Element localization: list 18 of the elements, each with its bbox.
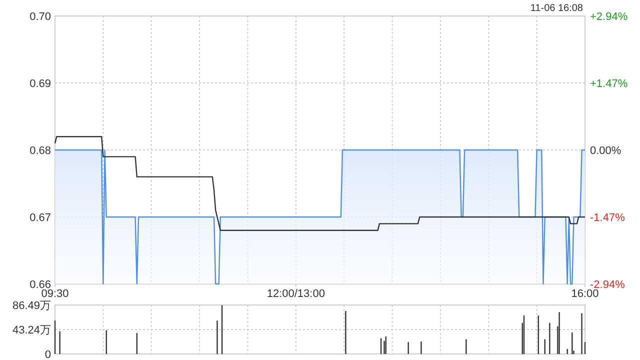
text: 11-06 16:08 (530, 3, 584, 14)
x-tick-label: 12:00/13:00 (266, 288, 325, 300)
y-tick-label: 86.49万 (12, 300, 51, 312)
y-tick-label: 0.70 (30, 11, 51, 23)
y2-tick-label: +2.94% (590, 11, 628, 23)
y2-tick-label: -1.47% (590, 212, 626, 224)
y-tick-label: 0.68 (30, 145, 51, 157)
y2-tick-label: +1.47% (590, 78, 628, 90)
y-tick-label: 0.66 (30, 279, 51, 291)
y-tick-label: 43.24万 (12, 324, 51, 337)
y-tick-label: 0.67 (30, 212, 51, 224)
y-tick-label: 0.69 (30, 78, 51, 90)
y2-tick-label: -2.94% (590, 279, 626, 291)
y-tick-label: 0 (44, 349, 51, 360)
line-series (54, 136, 586, 231)
y2-tick-label: 0.00% (590, 145, 622, 157)
x-tick-label: 09:30 (41, 288, 69, 300)
x-tick-label: 16:00 (571, 288, 599, 300)
